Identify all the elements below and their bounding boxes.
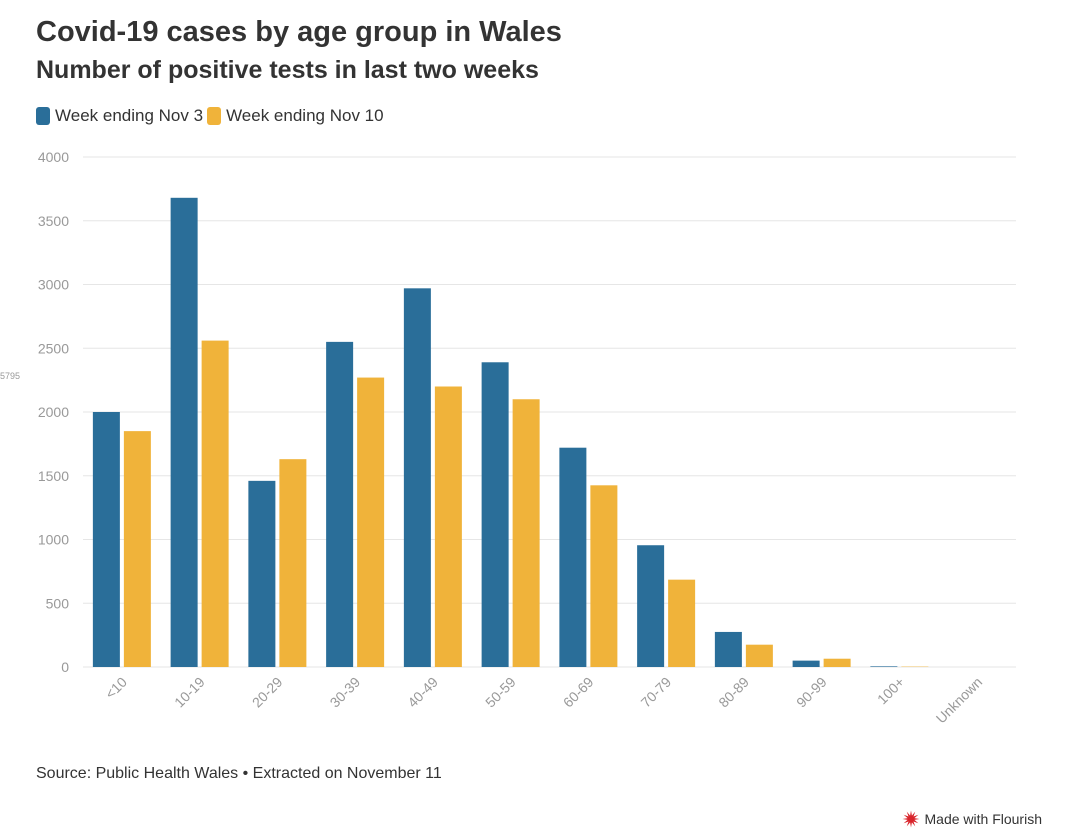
legend-label-series1: Week ending Nov 3 bbox=[55, 106, 204, 125]
x-tick-label: <10 bbox=[102, 674, 130, 702]
bar-nov3-60-69[interactable] bbox=[559, 447, 587, 667]
bar-nov3-90-99[interactable] bbox=[792, 660, 820, 667]
legend-item-week-nov-3[interactable]: Week ending Nov 3 bbox=[36, 106, 203, 126]
y-tick-label: 3500 bbox=[38, 213, 69, 229]
bar-nov10-60-69[interactable] bbox=[590, 485, 618, 667]
x-tick-label: 60-69 bbox=[560, 674, 597, 711]
y-tick-label: 1000 bbox=[38, 532, 69, 548]
chart-subtitle: Number of positive tests in last two wee… bbox=[36, 56, 539, 84]
side-label: 5795 bbox=[0, 371, 21, 381]
y-tick-label: 3000 bbox=[38, 277, 69, 293]
bar-nov3-50-59[interactable] bbox=[481, 362, 509, 667]
y-tick-label: 2000 bbox=[38, 404, 69, 420]
legend-label-series2: Week ending Nov 10 bbox=[226, 106, 384, 125]
chart-legend: Week ending Nov 3 Week ending Nov 10 bbox=[36, 106, 388, 126]
y-tick-label: 0 bbox=[61, 659, 69, 675]
x-tick-label: 40-49 bbox=[404, 674, 441, 711]
x-tick-label: 90-99 bbox=[793, 674, 830, 711]
bar-nov3-40-49[interactable] bbox=[403, 288, 431, 667]
bar-nov10-50-59[interactable] bbox=[512, 399, 540, 667]
x-tick-label: 50-59 bbox=[482, 674, 519, 711]
bar-nov10-<10[interactable] bbox=[123, 431, 151, 667]
bar-nov10-80-89[interactable] bbox=[745, 644, 773, 667]
flourish-logo-icon bbox=[902, 810, 919, 828]
bar-chart: 0 500 1000 1500 2000 2500 3000 3500 4000 <10 10-19… bbox=[38, 149, 1016, 727]
x-tick-label: 30-39 bbox=[327, 674, 364, 711]
legend-item-week-nov-10[interactable]: Week ending Nov 10 bbox=[207, 106, 384, 126]
bar-nov3-20-29[interactable] bbox=[248, 480, 276, 667]
credit-label: Made with Flourish bbox=[924, 811, 1043, 827]
bar-nov10-40-49[interactable] bbox=[434, 386, 462, 668]
bar-nov10-90-99[interactable] bbox=[823, 658, 851, 667]
bar-nov10-10-19[interactable] bbox=[201, 340, 229, 667]
x-tick-label: Unknown bbox=[933, 674, 986, 727]
bar-nov10-30-39[interactable] bbox=[357, 377, 385, 667]
x-tick-label: 70-79 bbox=[638, 674, 675, 711]
bar-nov3-30-39[interactable] bbox=[326, 341, 354, 667]
x-tick-label: 20-29 bbox=[249, 674, 286, 711]
chart-title: Covid-19 cases by age group in Wales bbox=[36, 16, 562, 48]
x-tick-label: 80-89 bbox=[715, 674, 752, 711]
y-tick-label: 1500 bbox=[38, 468, 69, 484]
bar-nov3-100+[interactable] bbox=[870, 666, 898, 667]
x-tick-label: 10-19 bbox=[171, 674, 208, 711]
bar-nov3-80-89[interactable] bbox=[714, 631, 742, 667]
made-with-flourish[interactable]: Made with Flourish bbox=[902, 810, 1043, 828]
bar-nov3-70-79[interactable] bbox=[637, 545, 665, 667]
legend-swatch-series2 bbox=[207, 107, 222, 125]
y-tick-label: 2500 bbox=[38, 340, 69, 356]
bar-nov10-70-79[interactable] bbox=[668, 579, 696, 667]
y-tick-label: 4000 bbox=[38, 149, 69, 165]
bar-nov3-10-19[interactable] bbox=[170, 197, 198, 668]
source-note: Source: Public Health Wales • Extracted … bbox=[36, 765, 442, 782]
bar-nov10-20-29[interactable] bbox=[279, 459, 307, 667]
y-tick-label: 500 bbox=[46, 595, 70, 611]
legend-swatch-series1 bbox=[36, 107, 50, 125]
bar-nov3-<10[interactable] bbox=[92, 412, 120, 667]
x-tick-label: 100+ bbox=[874, 674, 908, 708]
